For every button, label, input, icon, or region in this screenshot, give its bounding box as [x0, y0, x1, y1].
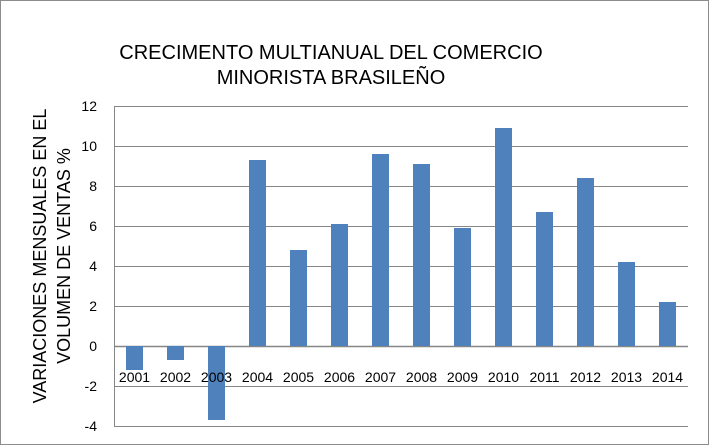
- x-tick-label: 2002: [160, 369, 191, 385]
- y-tick-label: 12: [81, 98, 97, 114]
- y-tick-label: -4: [85, 418, 98, 434]
- x-tick-label: 2014: [652, 369, 683, 385]
- x-tick-labels: 2001 2002 2003 2004 2005 2006 2007 2008 2009 2010…: [119, 369, 683, 385]
- x-tick-label: 2008: [406, 369, 437, 385]
- chart-title-line-1: CRECIMENTO MULTIANUAL DEL COMERCIO: [119, 42, 543, 64]
- bar-2002: [167, 346, 184, 360]
- x-tick-label: 2012: [570, 369, 601, 385]
- bar-2013: [618, 262, 635, 346]
- chart-title: CRECIMENTO MULTIANUAL DEL COMERCIO MINOR…: [81, 41, 581, 91]
- y-tick-label: 6: [89, 218, 97, 234]
- x-tick-label: 2009: [447, 369, 478, 385]
- y-tick-labels: 12 10 8 6 4 2 0 -2 -4: [81, 98, 97, 434]
- bar-2001: [126, 346, 143, 370]
- y-tick-label: 2: [89, 298, 97, 314]
- bar-2003: [208, 346, 225, 420]
- bar-series: [126, 128, 676, 420]
- x-tick-label: 2011: [529, 369, 559, 385]
- y-tick-label: 4: [89, 258, 97, 274]
- bar-2008: [413, 164, 430, 346]
- x-tick-label: 2005: [283, 369, 314, 385]
- y-tick-label: 10: [81, 138, 97, 154]
- bar-2012: [577, 178, 594, 346]
- bar-2010: [495, 128, 512, 346]
- y-tick-label: 0: [89, 338, 97, 354]
- x-tick-label: 2007: [365, 369, 396, 385]
- x-tick-label: 2006: [324, 369, 355, 385]
- y-tick-label: 8: [89, 178, 97, 194]
- x-tick-label: 2010: [488, 369, 519, 385]
- x-tick-label: 2001: [119, 369, 150, 385]
- bar-2007: [372, 154, 389, 346]
- bar-2006: [331, 224, 348, 346]
- x-tick-label: 2004: [242, 369, 273, 385]
- y-tick-label: -2: [85, 378, 98, 394]
- bar-2009: [454, 228, 471, 346]
- bar-2004: [249, 160, 266, 346]
- chart-title-line-2: MINORISTA BRASILEÑO: [216, 67, 446, 89]
- x-tick-label: 2013: [611, 369, 642, 385]
- bar-2014: [659, 302, 676, 346]
- bar-2011: [536, 212, 553, 346]
- bar-2005: [290, 250, 307, 346]
- x-tick-label: 2003: [201, 369, 232, 385]
